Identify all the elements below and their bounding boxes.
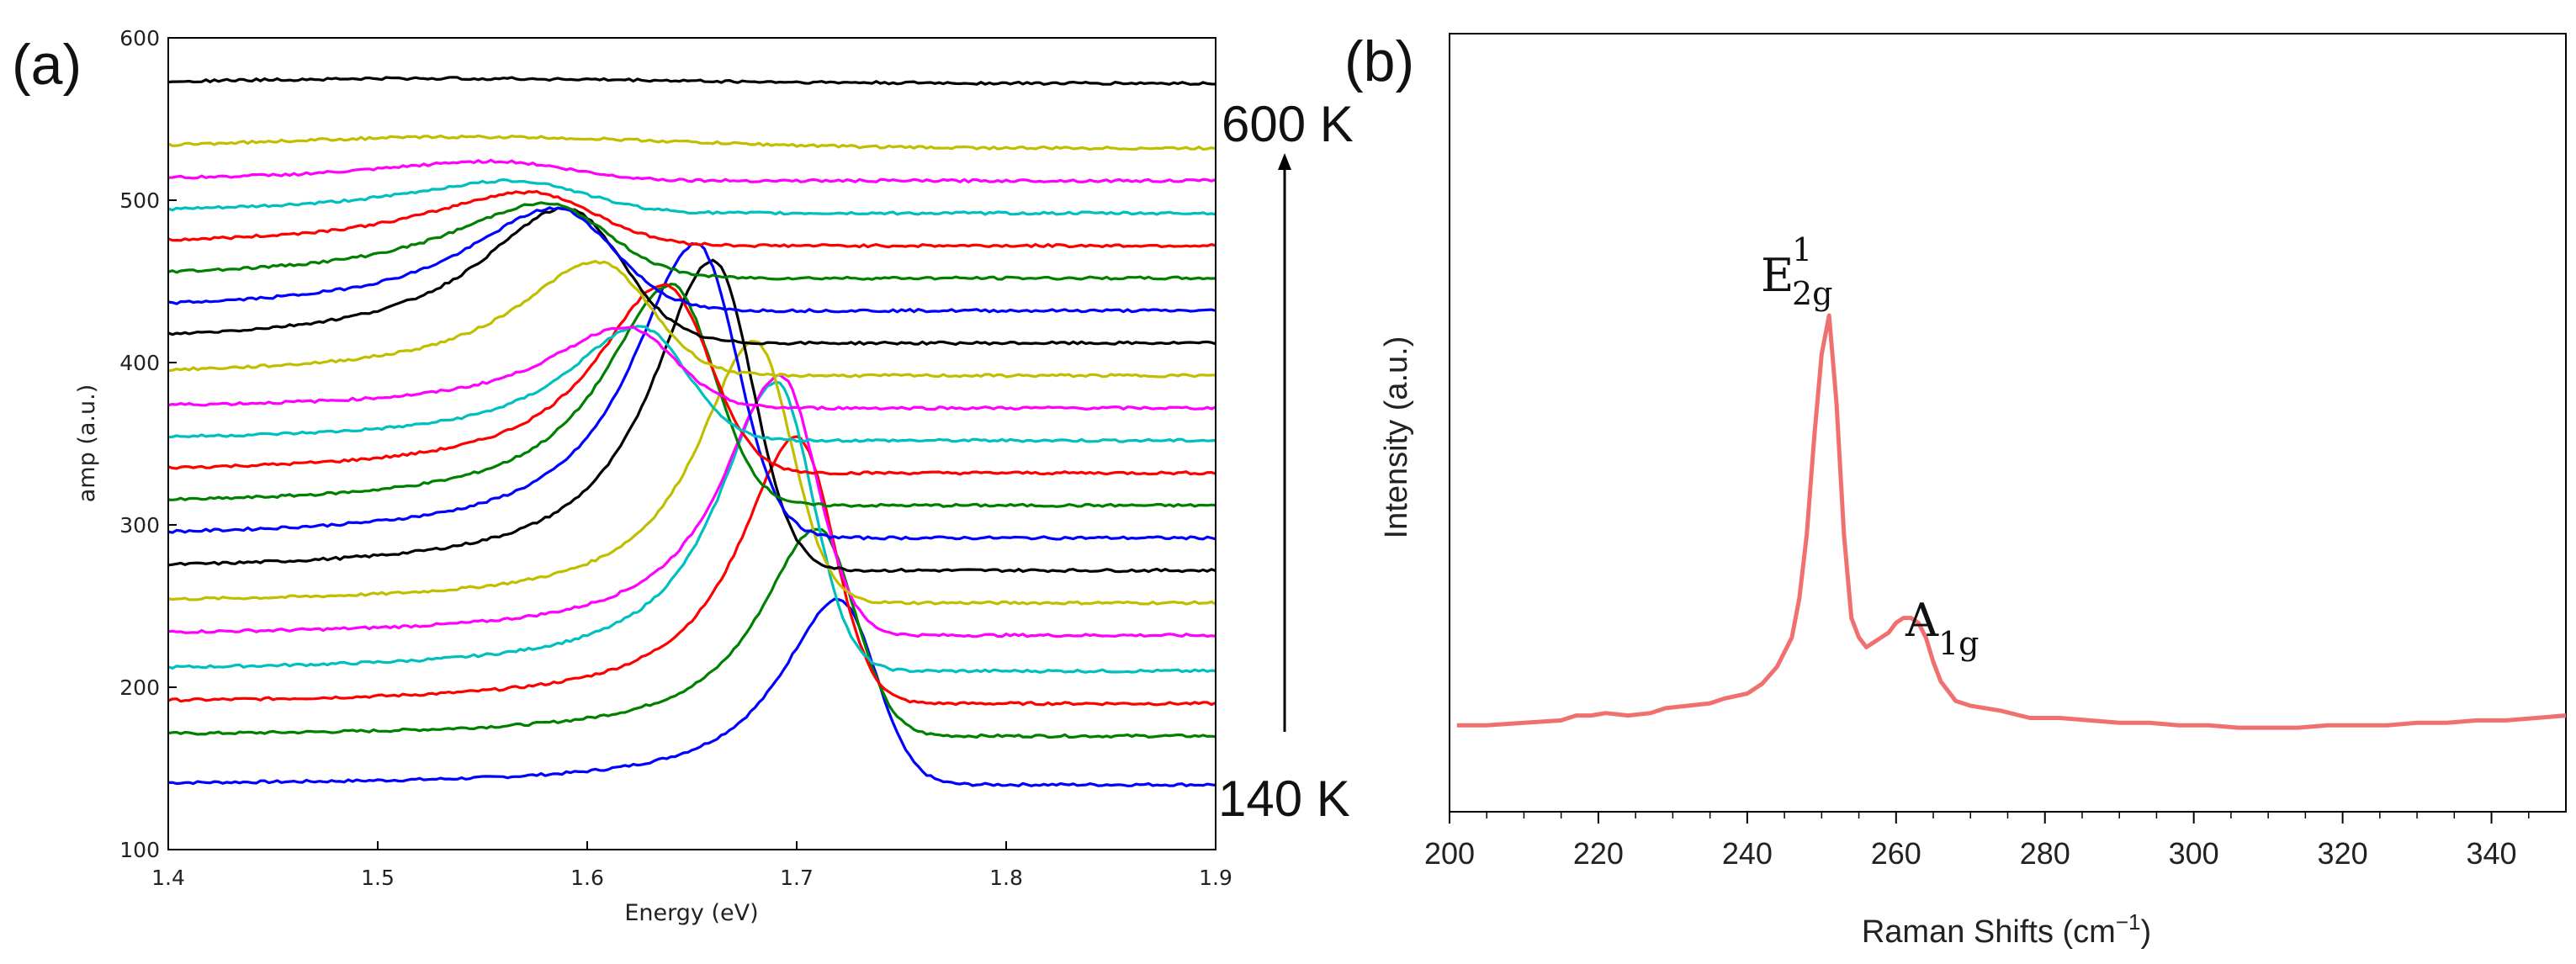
spectrum-curve-16 [167, 201, 1216, 281]
panel-a-y-tick-label: 300 [119, 513, 160, 538]
peak-a1g-sub: 1g [1938, 625, 1980, 662]
panel-b-x-tick-label: 320 [2318, 836, 2368, 871]
spectrum-curve-4 [167, 380, 1216, 674]
spectrum-curve-14 [167, 206, 1216, 347]
panel-a-x-tick-label: 1.8 [989, 866, 1023, 890]
spectrum-curve-21 [167, 76, 1216, 87]
spectrum-curve-11 [167, 325, 1216, 443]
panel-a-label: (a) [12, 33, 82, 97]
panel-a-x-tick-label: 1.4 [151, 866, 185, 890]
temperature-arrow-head-icon [1278, 153, 1291, 170]
peak-a1g-base: A [1905, 594, 1939, 647]
peak-e2g-base: E [1761, 249, 1794, 302]
spectrum-curve-19 [167, 158, 1216, 184]
panel-b-x-tick-label: 280 [2020, 836, 2070, 871]
temperature-low-label: 140 K [1218, 771, 1350, 827]
panel-b-frame [1449, 33, 2567, 813]
panel-b-x-tick-label: 240 [1722, 836, 1773, 871]
spectrum-curve-9 [167, 283, 1216, 508]
spectrum-curve-3 [167, 435, 1216, 707]
spectrum-curve-2 [167, 527, 1216, 739]
panel-b-x-ticks: 200 220 240 260 280 300 320 340 [1424, 812, 2530, 871]
panel-a-x-tick-label: 1.5 [361, 866, 395, 890]
peak-e2g-label: E 1 2g [1761, 231, 1833, 312]
panel-b-label: (b) [1344, 29, 1414, 93]
spectrum-curve-12 [167, 325, 1216, 411]
panel-a-frame [167, 37, 1216, 850]
panel-a: (a) 1.4 1.5 1.6 1.7 1.8 1.9 100 200 300 400 500 60… [12, 26, 1354, 926]
spectrum-curve-6 [167, 339, 1216, 606]
spectrum-curve-10 [167, 283, 1216, 476]
panel-a-y-tick-label: 500 [119, 188, 160, 213]
panel-a-y-tick-label: 400 [119, 351, 160, 375]
panel-a-x-tick-label: 1.6 [570, 866, 604, 890]
spectrum-curve-13 [167, 259, 1216, 379]
spectrum-curve-8 [167, 241, 1216, 541]
spectrum-curve-20 [167, 134, 1216, 151]
panel-a-x-tick-label: 1.7 [780, 866, 814, 890]
spectrum-curve-1 [167, 597, 1216, 788]
panel-a-x-label: Energy (eV) [624, 900, 758, 926]
panel-a-x-ticks: 1.4 1.5 1.6 1.7 1.8 1.9 [151, 841, 1232, 890]
peak-e2g-sup: 1 [1792, 231, 1812, 268]
peak-a1g-label: A 1g [1905, 594, 1980, 662]
spectrum-curve-15 [167, 206, 1216, 314]
panel-b-x-tick-label: 340 [2466, 836, 2516, 871]
panel-a-x-tick-label: 1.9 [1199, 866, 1232, 890]
spectrum-curve-17 [167, 189, 1216, 249]
panel-b-x-tick-label: 220 [1573, 836, 1624, 871]
panel-b-x-label: Raman Shifts (cm−1) [1862, 909, 2151, 950]
panel-a-y-tick-label: 100 [119, 838, 160, 862]
panel-b-x-tick-label: 200 [1424, 836, 1475, 871]
peak-e2g-sub: 2g [1792, 275, 1833, 312]
temperature-high-label: 600 K [1222, 96, 1354, 152]
panel-b-x-tick-label: 260 [1871, 836, 1921, 871]
spectrum-curve-5 [167, 373, 1216, 638]
panel-b-y-label: Intensity (a.u.) [1379, 336, 1414, 539]
panel-a-y-label: amp (a.u.) [74, 384, 100, 502]
panel-a-series-group [167, 76, 1216, 788]
spectrum-curve-7 [167, 258, 1216, 574]
raman-spectrum-line [1456, 313, 2567, 730]
spectrum-curve-18 [167, 177, 1216, 216]
panel-b: (b) 200 220 240 260 280 300 320 340 Raman Shift… [1344, 29, 2567, 950]
panel-a-y-tick-label: 600 [119, 26, 160, 50]
panel-a-y-ticks: 100 200 300 400 500 600 [119, 26, 177, 862]
panel-b-x-tick-label: 300 [2169, 836, 2219, 871]
panel-a-y-tick-label: 200 [119, 675, 160, 700]
